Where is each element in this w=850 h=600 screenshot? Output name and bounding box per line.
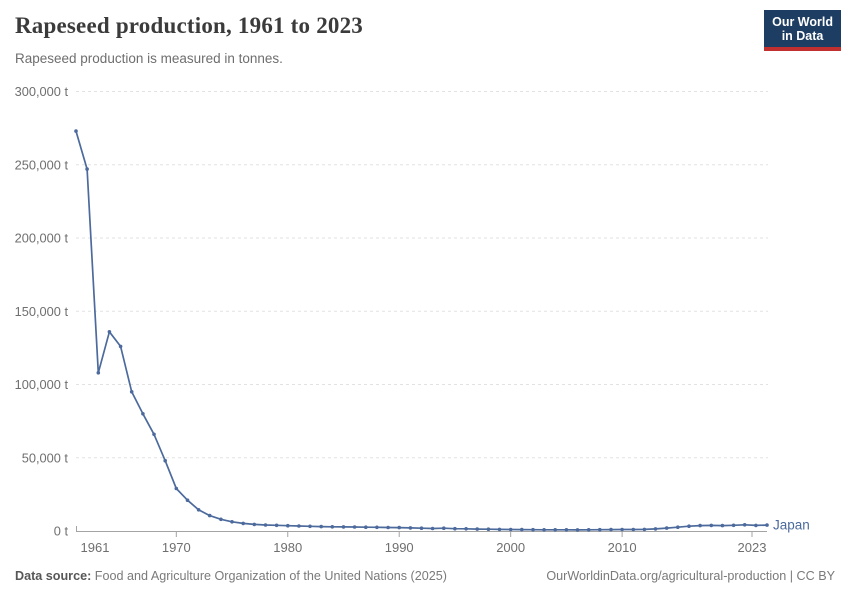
data-point[interactable] bbox=[96, 371, 101, 375]
chart-subtitle: Rapeseed production is measured in tonne… bbox=[15, 51, 283, 66]
x-axis-tick-label: 1990 bbox=[385, 540, 414, 555]
data-point[interactable] bbox=[475, 527, 480, 531]
data-point[interactable] bbox=[442, 526, 446, 530]
data-point[interactable] bbox=[74, 129, 78, 133]
y-axis-tick-label: 0 t bbox=[54, 524, 69, 539]
data-point[interactable] bbox=[709, 523, 714, 528]
data-point[interactable] bbox=[252, 522, 257, 527]
data-point[interactable] bbox=[241, 521, 245, 526]
data-point[interactable] bbox=[118, 344, 123, 349]
data-point[interactable] bbox=[731, 523, 736, 528]
data-point[interactable] bbox=[531, 527, 535, 532]
data-point[interactable] bbox=[642, 527, 647, 532]
data-point[interactable] bbox=[129, 390, 134, 394]
data-point[interactable] bbox=[553, 528, 557, 532]
data-source: Data source: Food and Agriculture Organi… bbox=[15, 569, 447, 583]
data-point[interactable] bbox=[586, 528, 591, 532]
data-point[interactable] bbox=[408, 526, 413, 530]
x-axis-tick-label: 1970 bbox=[162, 540, 191, 555]
japan-line-series[interactable] bbox=[75, 130, 768, 531]
data-point[interactable] bbox=[341, 525, 346, 529]
data-point[interactable] bbox=[219, 517, 223, 522]
y-axis-tick-label: 50,000 t bbox=[22, 450, 69, 465]
data-point[interactable] bbox=[263, 523, 268, 527]
x-axis-tick-label: 1980 bbox=[273, 540, 302, 555]
data-point[interactable] bbox=[508, 527, 513, 532]
data-point[interactable] bbox=[497, 527, 502, 532]
data-point[interactable] bbox=[765, 523, 769, 527]
x-axis-tick-label: 2000 bbox=[496, 540, 525, 555]
data-point[interactable] bbox=[564, 528, 569, 532]
data-point[interactable] bbox=[664, 526, 669, 530]
data-point[interactable] bbox=[207, 513, 212, 518]
chart-title: Rapeseed production, 1961 to 2023 bbox=[15, 13, 363, 38]
data-point[interactable] bbox=[653, 527, 658, 531]
y-axis-tick-label: 100,000 t bbox=[15, 377, 69, 392]
y-axis-tick-label: 250,000 t bbox=[15, 157, 69, 172]
data-point[interactable] bbox=[352, 525, 357, 529]
data-point[interactable] bbox=[676, 525, 680, 529]
data-point[interactable] bbox=[720, 523, 725, 528]
data-point[interactable] bbox=[464, 527, 468, 531]
data-point[interactable] bbox=[609, 527, 613, 532]
data-point[interactable] bbox=[141, 412, 145, 416]
y-axis-tick-label: 300,000 t bbox=[15, 84, 69, 99]
data-point[interactable] bbox=[430, 526, 435, 531]
y-axis-tick-label: 150,000 t bbox=[15, 304, 69, 319]
data-source-label: Data source: bbox=[15, 569, 92, 583]
data-point[interactable] bbox=[185, 498, 190, 503]
data-point[interactable] bbox=[152, 432, 156, 437]
x-axis-tick-label: 1961 bbox=[81, 540, 110, 555]
data-point[interactable] bbox=[107, 330, 112, 334]
data-point[interactable] bbox=[453, 526, 457, 531]
data-point[interactable] bbox=[754, 523, 758, 528]
data-point[interactable] bbox=[419, 526, 424, 530]
owid-logo-line1: Our World bbox=[772, 15, 833, 29]
data-point[interactable] bbox=[375, 525, 379, 530]
data-point[interactable] bbox=[575, 528, 580, 532]
data-point[interactable] bbox=[598, 527, 602, 532]
x-axis-tick-label: 2010 bbox=[608, 540, 637, 555]
owid-logo[interactable]: Our World in Data bbox=[764, 10, 841, 51]
data-point[interactable] bbox=[330, 525, 335, 529]
data-point[interactable] bbox=[397, 525, 402, 530]
data-point[interactable] bbox=[364, 525, 368, 529]
owid-logo-line2: in Data bbox=[781, 29, 824, 43]
data-point[interactable] bbox=[742, 523, 747, 527]
data-point[interactable] bbox=[196, 508, 201, 512]
data-point[interactable] bbox=[163, 458, 167, 463]
series-label-japan[interactable]: Japan bbox=[773, 518, 810, 533]
data-point[interactable] bbox=[85, 167, 89, 171]
y-axis-tick-label: 200,000 t bbox=[15, 231, 69, 246]
data-point[interactable] bbox=[286, 523, 290, 528]
data-point[interactable] bbox=[319, 524, 324, 529]
data-point[interactable] bbox=[687, 524, 691, 528]
data-source-text: Food and Agriculture Organization of the… bbox=[94, 569, 447, 583]
data-point[interactable] bbox=[174, 486, 179, 491]
data-point[interactable] bbox=[520, 527, 524, 532]
data-point[interactable] bbox=[308, 524, 312, 529]
data-point[interactable] bbox=[486, 527, 491, 531]
data-point[interactable] bbox=[230, 520, 234, 524]
x-axis-tick-label: 2023 bbox=[738, 540, 767, 555]
data-point[interactable] bbox=[297, 524, 301, 528]
data-point[interactable] bbox=[631, 527, 636, 532]
data-point[interactable] bbox=[386, 525, 390, 530]
data-point[interactable] bbox=[698, 523, 702, 528]
attribution-link[interactable]: OurWorldinData.org/agricultural-producti… bbox=[546, 569, 835, 583]
data-point[interactable] bbox=[274, 523, 279, 528]
data-point[interactable] bbox=[620, 527, 624, 532]
data-point[interactable] bbox=[542, 528, 546, 532]
